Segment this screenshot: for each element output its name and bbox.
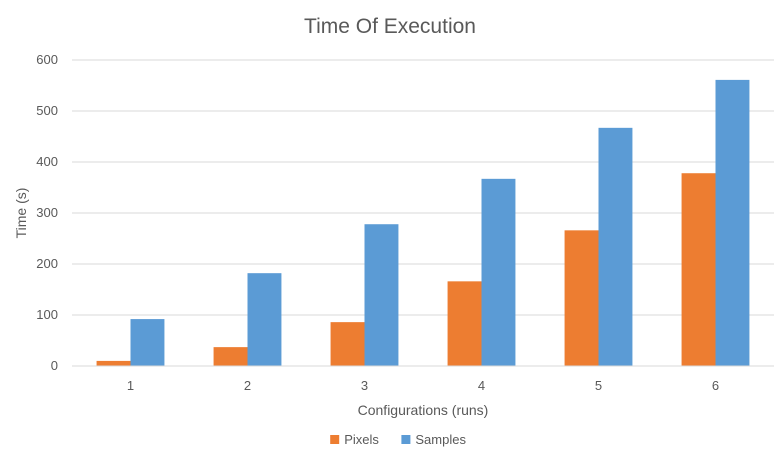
legend-label-pixels: Pixels	[344, 432, 379, 447]
bar-pixels-5	[564, 230, 599, 366]
x-tick-label: 6	[712, 378, 719, 393]
y-tick-label: 600	[36, 52, 58, 67]
gridlines	[72, 59, 774, 316]
y-tick-label: 400	[36, 154, 58, 169]
x-axis-ticks: 1 2 3 4 5 6	[127, 378, 719, 393]
y-axis-ticks: 0 100 200 300 400 500 600	[36, 52, 58, 373]
legend-swatch-samples	[401, 435, 411, 444]
x-axis-title: Configurations (runs)	[358, 402, 489, 418]
chart-title: Time Of Execution	[304, 15, 476, 38]
x-tick-label: 3	[361, 378, 368, 393]
bar-pixels-4	[447, 281, 482, 366]
bars	[96, 79, 750, 366]
y-tick-label: 0	[51, 358, 58, 373]
bar-samples-1	[130, 319, 165, 366]
bar-samples-3	[364, 224, 399, 366]
bar-samples-5	[598, 127, 633, 366]
bar-pixels-1	[96, 360, 131, 366]
y-tick-label: 100	[36, 307, 58, 322]
bar-samples-2	[247, 273, 282, 366]
x-tick-label: 2	[244, 378, 251, 393]
x-tick-label: 5	[595, 378, 602, 393]
bar-samples-4	[481, 178, 516, 366]
y-axis-title: Time (s)	[13, 188, 29, 239]
x-tick-label: 1	[127, 378, 134, 393]
bar-pixels-2	[213, 347, 248, 366]
legend-label-samples: Samples	[415, 432, 466, 447]
y-tick-label: 300	[36, 205, 58, 220]
bar-pixels-6	[681, 173, 716, 366]
y-tick-label: 500	[36, 103, 58, 118]
legend: Pixels Samples	[330, 432, 466, 447]
legend-swatch-pixels	[330, 435, 340, 444]
x-tick-label: 4	[478, 378, 485, 393]
bar-samples-6	[715, 79, 750, 366]
y-tick-label: 200	[36, 256, 58, 271]
bar-pixels-3	[330, 322, 365, 366]
